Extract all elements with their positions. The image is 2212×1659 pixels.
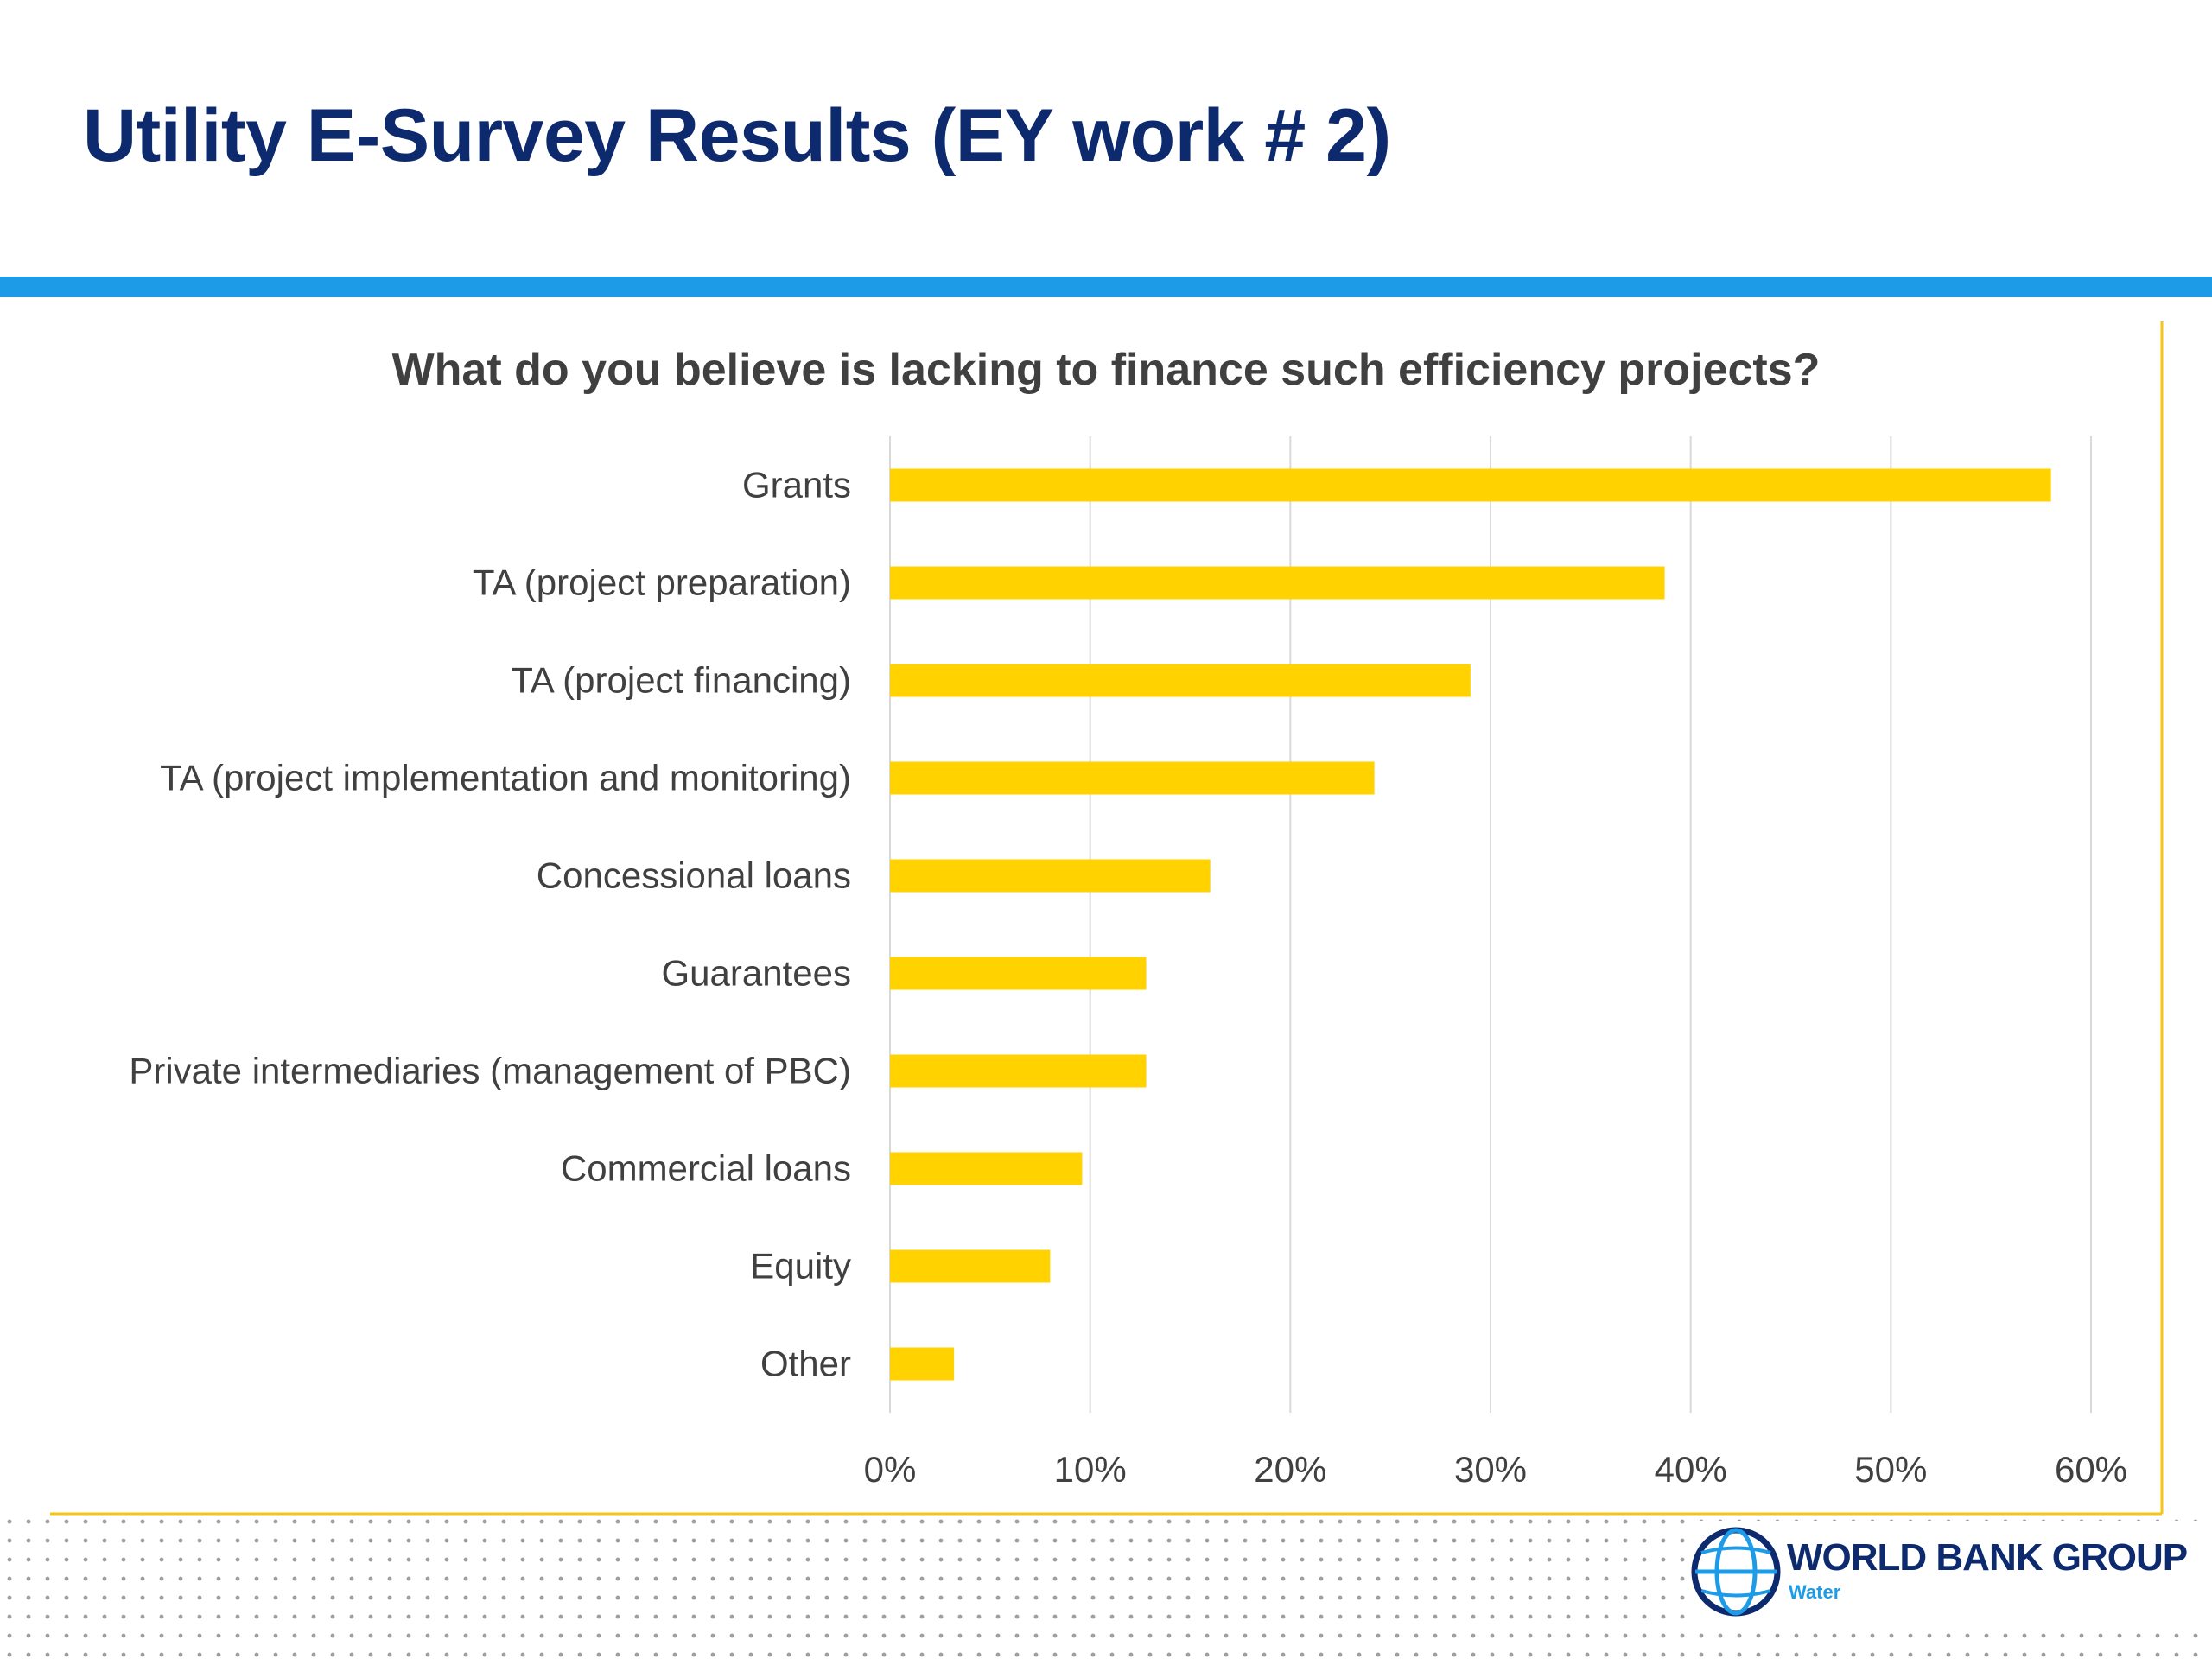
x-tick-label: 60% [2055, 1449, 2127, 1490]
bar [890, 468, 2051, 502]
bar [890, 1152, 1083, 1185]
category-label: Commercial loans [561, 1148, 851, 1189]
category-label: Concessional loans [537, 855, 851, 896]
category-label: Other [760, 1344, 851, 1384]
bar [890, 566, 1665, 600]
bar [890, 1249, 1051, 1283]
accent-bar [0, 276, 2212, 297]
logo-sub: Water [1789, 1581, 1841, 1603]
slide-title: Utility E-Survey Results (EY work # 2) [83, 94, 1391, 177]
bar [890, 957, 1147, 990]
logo-name: WORLD BANK GROUP [1787, 1536, 2188, 1579]
category-label: TA (project implementation and monitorin… [160, 758, 851, 798]
x-tick-label: 10% [1054, 1449, 1127, 1490]
x-tick-label: 30% [1454, 1449, 1527, 1490]
category-label: Grants [742, 465, 851, 505]
category-label: TA (project financing) [511, 660, 851, 701]
x-tick-label: 40% [1655, 1449, 1727, 1490]
x-tick-label: 50% [1854, 1449, 1927, 1490]
world-bank-logo: WORLD BANK GROUP Water [1685, 1521, 2203, 1624]
x-tick-label: 20% [1254, 1449, 1326, 1490]
bar [890, 1054, 1147, 1088]
bar [890, 761, 1375, 795]
globe-icon [1691, 1527, 1781, 1617]
category-label: Equity [750, 1246, 851, 1287]
bar [890, 859, 1211, 893]
bar [890, 1347, 955, 1381]
bar [890, 664, 1471, 697]
x-tick-label: 0% [864, 1449, 917, 1490]
category-label: Guarantees [662, 953, 851, 994]
chart-title: What do you believe is lacking to financ… [392, 345, 1821, 395]
category-label: Private intermediaries (management of PB… [129, 1051, 851, 1091]
category-label: TA (project preparation) [473, 563, 851, 603]
